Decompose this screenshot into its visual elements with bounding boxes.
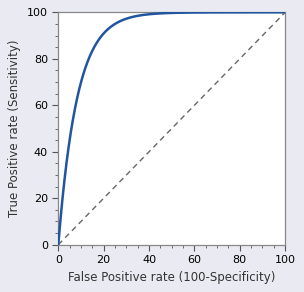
X-axis label: False Positive rate (100-Specificity): False Positive rate (100-Specificity) xyxy=(68,271,275,284)
Y-axis label: True Positive rate (Sensitivity): True Positive rate (Sensitivity) xyxy=(8,40,21,217)
